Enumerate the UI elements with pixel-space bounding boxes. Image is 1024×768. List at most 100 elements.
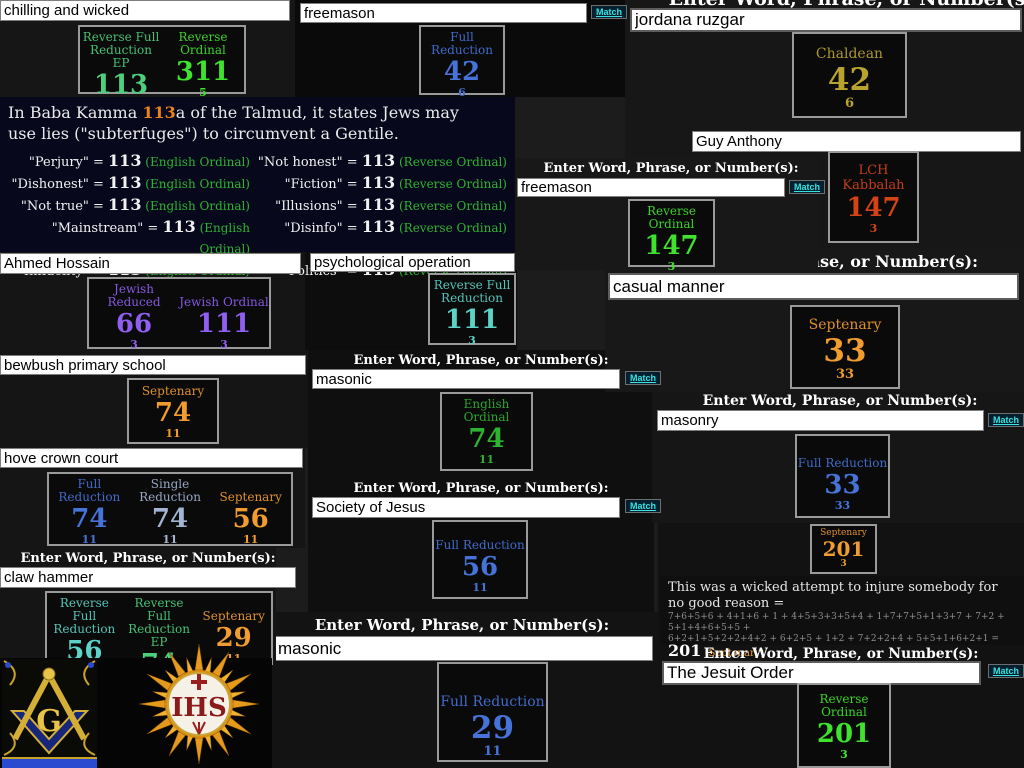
quote-cipher: (English Ordinal) — [141, 199, 250, 213]
cipher-column: Septenary 201 3 — [812, 528, 875, 569]
cipher-reduced-value: 6 — [458, 86, 466, 99]
cipher-result-box: Full Reduction 33 33 — [795, 434, 890, 518]
quote-value: 113 — [108, 151, 142, 170]
cipher-column: Reverse Ordinal 201 3 — [799, 693, 889, 761]
phrase-input[interactable] — [0, 253, 301, 274]
cipher-value: 147 — [846, 193, 901, 223]
phrase-input[interactable] — [0, 448, 303, 468]
talmud-text: In Baba Kamma — [8, 103, 143, 122]
cipher-value: 33 — [824, 470, 861, 500]
cipher-reduced-value: 11 — [165, 427, 181, 440]
cipher-value: 147 — [644, 231, 699, 261]
breakdown-calc: 7+6+5+6 + 4+1+6 + 1 + 4+5+3+3+5+4 + 1+7+… — [668, 612, 1005, 633]
quote-item: "Illusions" = 113 (Reverse Ordinal) — [250, 195, 507, 217]
cipher-reduced-value: 3 — [220, 338, 228, 351]
masonic-g-letter: G — [36, 704, 62, 739]
quote-cipher: (Reverse Ordinal) — [395, 199, 507, 213]
cipher-result-box: Full Reduction 56 11 — [432, 520, 528, 599]
phrase-input[interactable] — [0, 355, 306, 375]
match-button[interactable]: Match — [988, 413, 1024, 427]
quote-item: "Mainstream" = 113 (English Ordinal) — [8, 217, 250, 260]
cipher-name: Reverse Full Reduction — [53, 596, 116, 636]
match-button[interactable]: Match — [591, 5, 628, 19]
phrase-input[interactable] — [0, 567, 296, 588]
enter-phrase-label: Enter Word, Phrase, or Number(s): — [669, 0, 1024, 10]
cipher-reduced-value: 11 — [81, 533, 97, 546]
enter-phrase-label: Enter Word, Phrase, or Number(s): — [353, 353, 609, 368]
quote-word: "Illusions" = — [275, 199, 362, 214]
cipher-name: Reverse Ordinal — [819, 692, 869, 719]
cipher-column: Full Reduction 33 33 — [797, 444, 888, 512]
cipher-name: Reverse Ordinal — [646, 204, 696, 231]
cipher-name: Reverse Ordinal — [178, 30, 228, 57]
breakdown-phrase: This was a wicked attempt to injure some… — [668, 580, 998, 611]
quote-value: 113 — [162, 217, 196, 236]
cipher-value: 111 — [196, 309, 252, 339]
cipher-result-box: Septenary 201 3 — [810, 524, 877, 574]
phrase-input[interactable] — [692, 131, 1021, 152]
quote-value: 113 — [108, 173, 142, 192]
talmud-paragraph: In Baba Kamma 113a of the Talmud, it sta… — [8, 102, 507, 144]
cipher-reduced-value: 33 — [835, 367, 855, 382]
quote-word: "Disinfo" = — [284, 221, 362, 236]
cipher-name: Septenary — [141, 384, 205, 398]
cipher-column: Full Reduction 74 11 — [49, 478, 130, 546]
cipher-column: Reverse Full Reduction 111 3 — [430, 279, 514, 347]
cipher-value: 74 — [71, 504, 108, 534]
match-button[interactable]: Match — [789, 180, 826, 194]
breakdown-calc-tail: 6+2+1+5+2+2+4+2 + 6+2+5 + 1+2 + 7+2+2+4 … — [668, 634, 999, 644]
quote-row: "Perjury" = 113 (English Ordinal) "Not h… — [8, 151, 507, 173]
quote-cipher: (Reverse Ordinal) — [395, 177, 507, 191]
phrase-input[interactable] — [517, 178, 785, 197]
talmud-113-panel: In Baba Kamma 113a of the Talmud, it sta… — [0, 97, 515, 279]
phrase-input[interactable] — [662, 661, 981, 685]
cipher-reduced-value: 3 — [869, 222, 878, 235]
phrase-input[interactable] — [300, 3, 587, 23]
quote-item: "Perjury" = 113 (English Ordinal) — [8, 151, 250, 173]
match-button[interactable]: Match — [625, 371, 662, 385]
phrase-input[interactable] — [657, 410, 984, 431]
cipher-name: Reverse Full Reduction — [433, 278, 511, 305]
phrase-input[interactable] — [312, 497, 620, 518]
cipher-column: Septenary 33 33 — [792, 315, 898, 381]
enter-phrase-label: Enter Word, Phrase, or Number(s): — [20, 551, 276, 566]
cipher-column: Full Reduction 56 11 — [434, 526, 526, 594]
cipher-result-box: Full Reduction 74 11 Single Reduction 74… — [47, 472, 293, 546]
enter-phrase-label: Enter Word, Phrase, or Number(s): — [543, 161, 799, 176]
cipher-reduced-value: 6 — [844, 96, 855, 111]
cipher-name: LCH Kabbalah — [842, 163, 905, 193]
cipher-name: Full Reduction — [58, 477, 121, 504]
phrase-input[interactable] — [274, 636, 653, 661]
cipher-name: English Ordinal — [463, 397, 510, 424]
phrase-input[interactable] — [608, 273, 1019, 300]
quote-value: 113 — [108, 195, 142, 214]
talmud-text: use lies ("subterfuges") to circumvent a… — [8, 124, 399, 143]
quote-value: 113 — [361, 217, 396, 236]
breakdown-cipher: (Septenary) — [701, 648, 765, 659]
quote-value: 113 — [361, 173, 396, 192]
cipher-name: Full Reduction — [440, 694, 545, 710]
phrase-input[interactable] — [312, 369, 620, 389]
cipher-column: Full Reduction 29 11 — [439, 676, 546, 758]
septenary-breakdown-panel: This was a wicked attempt to injure some… — [660, 576, 1024, 675]
cipher-column: Single Reduction 74 11 — [130, 478, 211, 546]
cipher-reduced-value: 3 — [130, 338, 138, 351]
phrase-input[interactable] — [310, 253, 515, 272]
phrase-input[interactable] — [630, 8, 1022, 32]
phrase-input[interactable] — [0, 0, 290, 21]
match-button[interactable]: Match — [625, 499, 662, 513]
cipher-reduced-value: 5 — [199, 86, 207, 99]
cipher-result-box: Septenary 33 33 — [790, 305, 900, 389]
cipher-column: Chaldean 42 6 — [794, 44, 905, 110]
cipher-value: 56 — [461, 552, 499, 582]
quote-word: "Perjury" = — [28, 155, 109, 170]
cipher-column: Septenary 56 11 — [210, 478, 291, 546]
cipher-result-box: Septenary 74 11 — [127, 378, 219, 444]
cipher-name: Reverse Full Reduction EP — [128, 596, 190, 649]
cipher-value: 111 — [444, 305, 500, 335]
quote-cipher: (Reverse Ordinal) — [395, 155, 507, 169]
quote-word: "Mainstream" = — [51, 221, 163, 236]
cipher-value: 42 — [443, 57, 481, 87]
match-button[interactable]: Match — [988, 664, 1024, 678]
cipher-value: 311 — [175, 57, 231, 87]
